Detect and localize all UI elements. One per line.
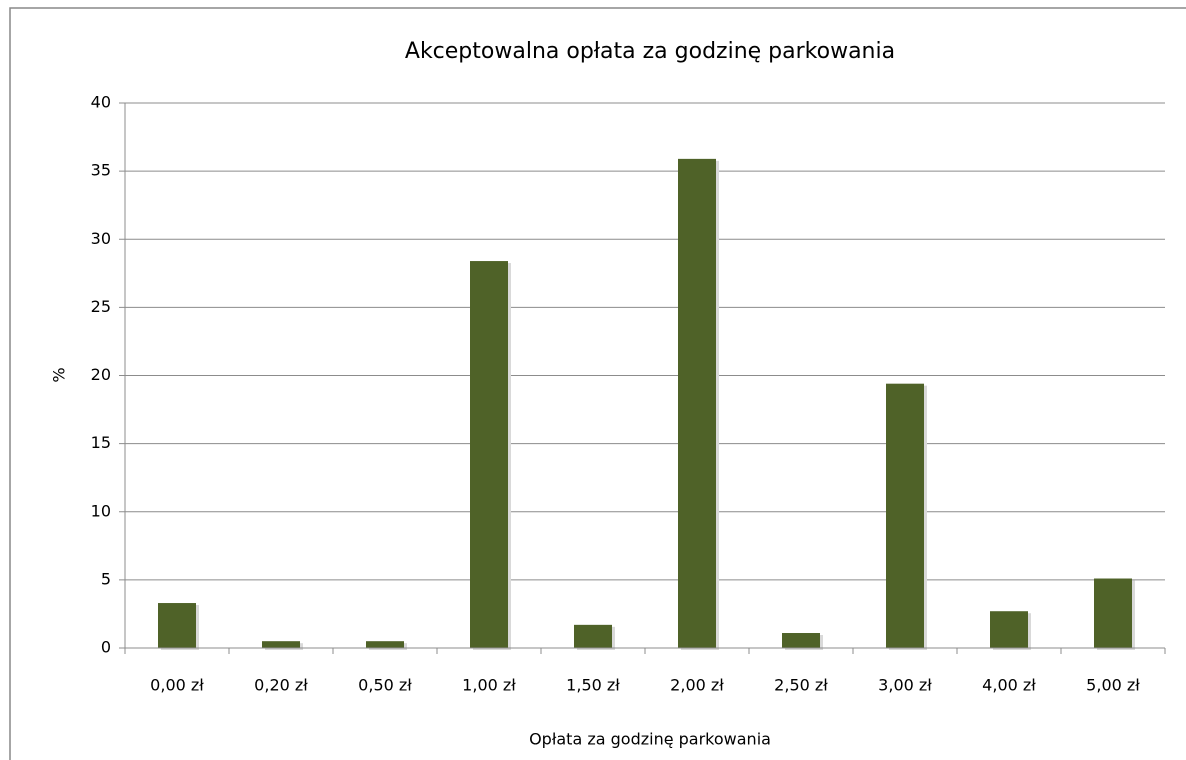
bar (158, 603, 196, 648)
bar (1094, 578, 1132, 648)
y-tick-label: 25 (91, 297, 111, 316)
bar (262, 641, 300, 648)
y-tick-label: 35 (91, 161, 111, 180)
bar (678, 158, 716, 649)
x-tick-label: 2,00 zł (670, 676, 724, 695)
y-tick-label: 20 (91, 365, 111, 384)
bar (782, 633, 820, 648)
y-axis-label: % (50, 367, 69, 382)
chart-title: Akceptowalna opłata za godzinę parkowani… (405, 39, 895, 64)
x-tick-label: 4,00 zł (982, 676, 1036, 695)
y-tick-label: 10 (91, 501, 111, 520)
x-tick-label: 0,50 zł (358, 676, 412, 695)
y-tick-label: 0 (101, 638, 111, 657)
y-tick-label: 40 (91, 93, 111, 112)
y-tick-label: 30 (91, 229, 111, 248)
x-tick-label: 5,00 zł (1086, 676, 1140, 695)
x-tick-label: 1,50 zł (566, 676, 620, 695)
x-tick-label: 1,00 zł (462, 676, 516, 695)
bar (470, 261, 508, 648)
bar (366, 641, 404, 648)
x-tick-label: 2,50 zł (774, 676, 828, 695)
y-tick-label: 5 (101, 569, 111, 588)
x-tick-label: 3,00 zł (878, 676, 932, 695)
x-tick-label: 0,00 zł (150, 676, 204, 695)
bar (990, 611, 1028, 648)
bar (886, 383, 924, 648)
x-tick-label: 0,20 zł (254, 676, 308, 695)
y-tick-label: 15 (91, 433, 111, 452)
bar (574, 624, 612, 648)
x-axis-label: Opłata za godzinę parkowania (529, 730, 771, 749)
